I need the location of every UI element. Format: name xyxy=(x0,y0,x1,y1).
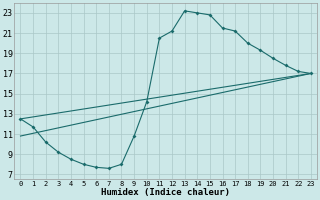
X-axis label: Humidex (Indice chaleur): Humidex (Indice chaleur) xyxy=(101,188,230,197)
